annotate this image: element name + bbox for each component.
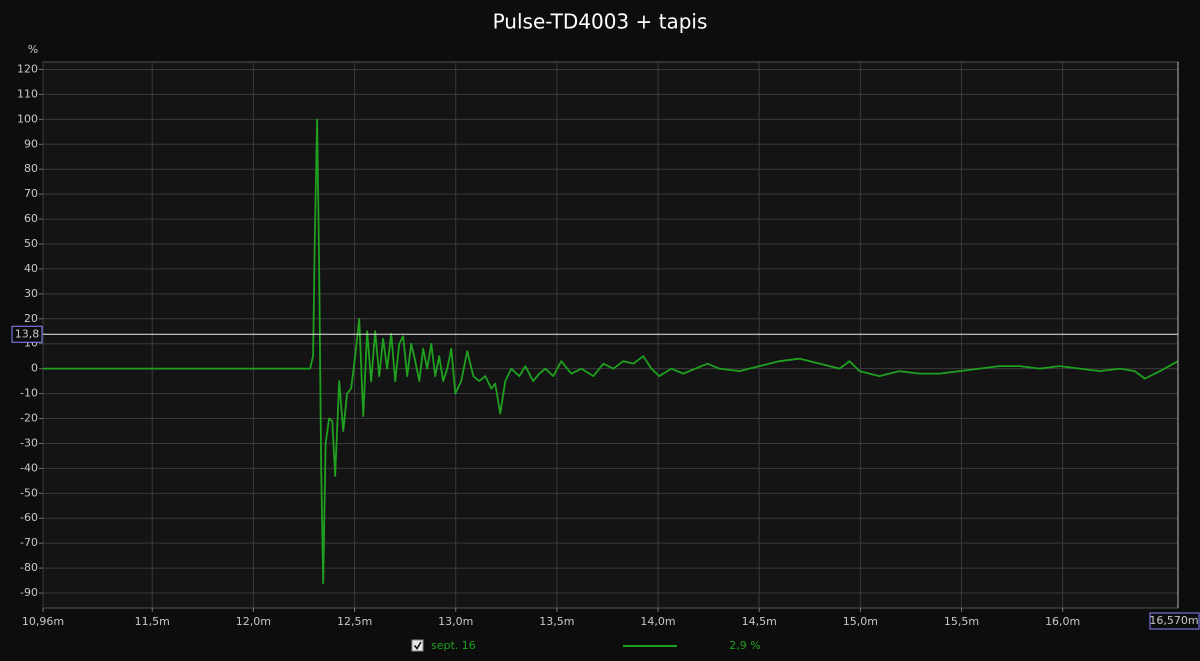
- legend-checkbox[interactable]: [411, 639, 424, 652]
- y-tick-label: 70: [24, 187, 38, 200]
- legend-value: 2,9 %: [729, 639, 760, 652]
- y-tick-label: 60: [24, 212, 38, 225]
- y-tick-label: 0: [31, 362, 38, 375]
- y-tick-label: -50: [20, 486, 38, 499]
- y-tick-label: -10: [20, 387, 38, 400]
- y-tick-label: 20: [24, 312, 38, 325]
- x-cursor-box: [1149, 612, 1200, 630]
- y-tick-label: 110: [17, 87, 38, 100]
- y-cursor-box: [11, 325, 43, 343]
- x-tick-label: 12,5m: [337, 615, 372, 628]
- y-tick-label: 80: [24, 162, 38, 175]
- x-tick-label: 16,0m: [1045, 615, 1080, 628]
- y-tick-label: 90: [24, 137, 38, 150]
- legend-label: sept. 16: [431, 639, 476, 652]
- x-tick-label: 11,5m: [135, 615, 170, 628]
- y-tick-label: 100: [17, 112, 38, 125]
- data-line: [43, 118, 1179, 584]
- y-tick-label: -70: [20, 536, 38, 549]
- y-tick-label: -80: [20, 561, 38, 574]
- y-tick-label: 50: [24, 237, 38, 250]
- y-tick-label: 120: [17, 62, 38, 75]
- x-tick-label: 15,0m: [843, 615, 878, 628]
- x-tick-label: 13,0m: [438, 615, 473, 628]
- checkmark: [413, 641, 422, 650]
- x-tick-label: 15,5m: [944, 615, 979, 628]
- y-tick-label: -60: [20, 511, 38, 524]
- x-tick-label: 14,0m: [640, 615, 675, 628]
- x-cursor-label: 16,570m: [1149, 614, 1198, 627]
- x-tick-label: 14,5m: [742, 615, 777, 628]
- y-tick-label: -90: [20, 586, 38, 599]
- y-tick-label: -20: [20, 412, 38, 425]
- x-tick-label: 12,0m: [236, 615, 271, 628]
- y-tick-label: 30: [24, 287, 38, 300]
- y-cursor-label: 13,8: [15, 327, 40, 340]
- plot-area: [42, 61, 1179, 609]
- y-tick-label: 40: [24, 262, 38, 275]
- legend: sept. 16 2,9 %: [411, 639, 761, 652]
- x-tick-label: 13,5m: [539, 615, 574, 628]
- y-tick-label: -40: [20, 461, 38, 474]
- y-tick-label: -30: [20, 436, 38, 449]
- x-tick-label: 10,96m: [22, 615, 64, 628]
- y-axis-unit: %: [28, 43, 38, 56]
- chart-title: Pulse-TD4003 + tapis: [493, 10, 708, 34]
